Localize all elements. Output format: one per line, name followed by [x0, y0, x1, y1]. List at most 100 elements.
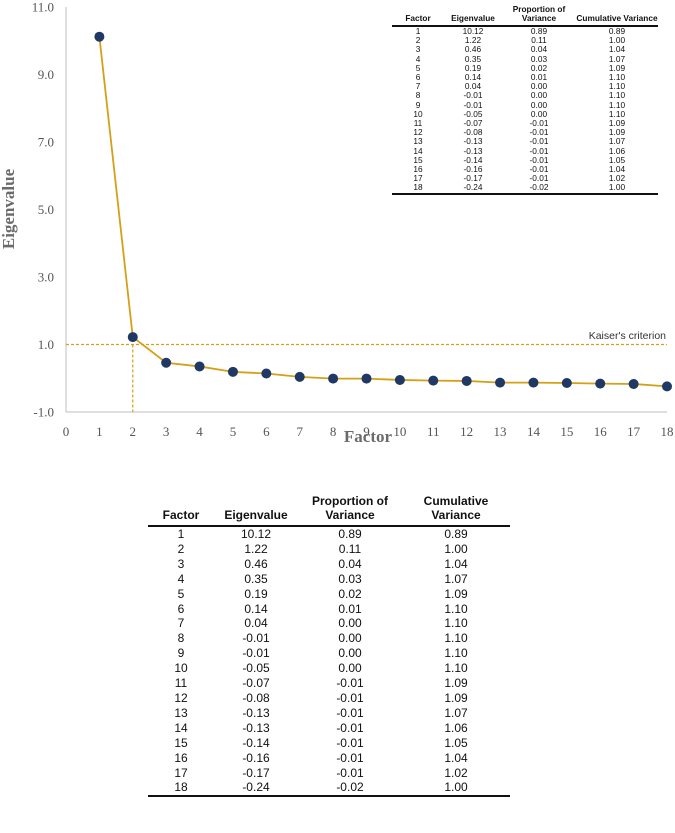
table-cell: -0.05: [242, 661, 270, 676]
table-cell: -0.08: [242, 690, 270, 705]
table-cell: -0.02: [298, 780, 402, 798]
data-point: [127, 332, 138, 343]
table-cell: -0.01: [529, 136, 549, 147]
table-cell: 14: [413, 145, 423, 156]
x-tick-label: 8: [330, 424, 337, 439]
table-cell: 0.35: [244, 571, 268, 586]
table-cell: -0.01: [336, 690, 364, 705]
table-cell: 1.06: [444, 720, 468, 735]
column-header: Factor: [148, 494, 214, 527]
data-point: [561, 377, 572, 388]
table-cell: 0.00: [338, 661, 362, 676]
table-cell: -0.08: [463, 127, 483, 138]
column-header: Proportion of Variance: [298, 494, 402, 527]
table-cell: 0.89: [530, 26, 548, 36]
table-cell: 1.09: [608, 127, 626, 138]
x-tick-label: 2: [130, 424, 137, 439]
data-point: [294, 371, 305, 382]
x-tick-label: 6: [263, 424, 270, 439]
table-cell: 1.04: [444, 556, 468, 571]
table-row: 4 0.35 0.03 1.07: [148, 572, 510, 587]
table-cell: 1.10: [608, 81, 626, 92]
y-tick-label: 5.0: [38, 202, 54, 217]
table-cell: 5: [177, 586, 185, 601]
table-cell: 1.10: [444, 646, 468, 661]
table-cell: 10.12: [462, 26, 484, 36]
x-tick-label: 16: [594, 424, 608, 439]
table-cell: 7: [415, 81, 421, 92]
table-row: 8 -0.01 0.00 1.10: [392, 91, 658, 100]
table-cell: 0.00: [530, 99, 548, 110]
table-cell: 13: [413, 136, 423, 147]
table-cell: -0.01: [529, 127, 549, 138]
table-cell: 0.04: [530, 44, 548, 55]
x-tick-label: 15: [560, 424, 573, 439]
table-body: 1 10.12 0.89 0.89 2 1.22 0.11 1.00 3 0.46 0.04 1.04…: [392, 26, 658, 195]
table-cell: 1.10: [444, 601, 468, 616]
table-cell: -0.01: [336, 705, 364, 720]
x-tick-label: 4: [196, 424, 203, 439]
table-cell: 1.02: [608, 173, 626, 184]
table-cell: 15: [413, 154, 423, 165]
table-row: 4 0.35 0.03 1.07: [392, 53, 658, 64]
table-cell: 4: [415, 53, 421, 64]
table-row: 11 -0.07 -0.01 1.09: [148, 676, 510, 691]
data-point: [394, 374, 405, 385]
table-cell: 15: [174, 735, 188, 750]
table-cell: 1.00: [444, 541, 468, 556]
table-cell: 1.10: [608, 90, 626, 101]
table-cell: 0.03: [530, 53, 548, 64]
table-cell: -0.24: [444, 183, 502, 195]
table-cell: 1: [177, 527, 185, 541]
table-row: 6 0.14 0.01 1.10: [148, 602, 510, 617]
table-cell: 1.10: [444, 631, 468, 646]
data-point: [227, 366, 238, 377]
data-point: [328, 373, 339, 384]
table-cell: 0.04: [338, 556, 362, 571]
table-cell: 1.07: [608, 53, 626, 64]
x-tick-label: 0: [63, 424, 70, 439]
table-cell: 1.07: [444, 705, 468, 720]
table-cell: -0.16: [463, 164, 483, 175]
data-point: [461, 375, 472, 386]
table-row: 14 -0.13 -0.01 1.06: [392, 145, 658, 156]
column-header: Eigenvalue: [444, 5, 502, 27]
table-cell: -0.13: [463, 136, 483, 147]
table-cell: -0.01: [529, 173, 549, 184]
x-tick-label: 1: [96, 424, 103, 439]
table-cell: -0.01: [336, 750, 364, 765]
y-tick-label: 3.0: [38, 270, 54, 285]
table-cell: -0.13: [242, 705, 270, 720]
table-cell: 0.19: [244, 586, 268, 601]
table-cell: 13: [174, 705, 188, 720]
table-row: 8 -0.01 0.00 1.10: [148, 631, 510, 646]
table-header-row: Factor Eigenvalue Proportion of Variance Cu…: [392, 5, 658, 27]
data-point: [662, 381, 672, 392]
table-cell: 0.46: [244, 556, 268, 571]
table-cell: -0.01: [242, 646, 270, 661]
table-cell: 0.01: [530, 72, 548, 83]
table-cell: -0.01: [242, 631, 270, 646]
column-header: Eigenvalue: [214, 494, 298, 527]
y-tick-label: 7.0: [38, 135, 54, 150]
table-cell: 0.35: [464, 53, 482, 64]
table-cell: -0.17: [463, 173, 483, 184]
table-cell: 1.05: [608, 154, 626, 165]
table-cell: 0.00: [338, 631, 362, 646]
column-header: Proportion of Variance: [502, 5, 576, 27]
table-cell: 3: [415, 44, 421, 55]
table-cell: 2: [177, 541, 185, 556]
table-row: 7 0.04 0.00 1.10: [148, 616, 510, 631]
table-cell: 0.19: [464, 62, 482, 73]
x-tick-label: 5: [230, 424, 237, 439]
table-cell: -0.13: [463, 145, 483, 156]
data-point: [361, 373, 372, 384]
table-cell: 1.09: [444, 690, 468, 705]
table-row: 13 -0.13 -0.01 1.07: [392, 137, 658, 146]
table-cell: 9: [415, 99, 421, 110]
x-tick-label: 10: [393, 424, 406, 439]
y-axis-title: Eigenvalue: [0, 168, 18, 249]
table-cell: 0.02: [530, 62, 548, 73]
table-row: 2 1.22 0.11 1.00: [392, 35, 658, 45]
x-tick-label: 3: [163, 424, 170, 439]
